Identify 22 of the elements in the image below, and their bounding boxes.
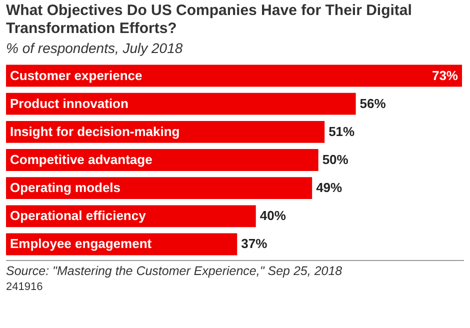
bar (6, 92, 356, 115)
chart-title: What Objectives Do US Companies Have for Their Digital Transformation Efforts? (6, 2, 413, 38)
data-label: 40% (260, 208, 286, 224)
y-tick-label: Insight for decision-making (10, 124, 180, 139)
text: 241916 (6, 281, 44, 293)
data-label: 37% (241, 236, 268, 252)
data-label: 51% (328, 124, 356, 139)
chart-subtitle: % of respondents, July 2018 (6, 40, 184, 56)
data-label: 49% (316, 180, 343, 196)
data-label: 56% (360, 96, 386, 111)
y-tick-label: Product innovation (10, 96, 128, 111)
data-label: 50% (322, 152, 349, 167)
source-note: Source: "Mastering the Customer Experience," Sep 25, 2018 (6, 260, 464, 278)
y-tick-label: Customer experience (10, 68, 142, 83)
data-label: 73% (432, 68, 458, 83)
y-tick-label: Operating models (10, 180, 121, 196)
y-tick-label: Operational efficiency (10, 208, 147, 224)
bar (6, 64, 462, 87)
y-tick-label: Competitive advantage (10, 152, 152, 167)
bar (6, 149, 318, 171)
y-tick-label: Employee engagement (10, 236, 152, 252)
bar (6, 177, 312, 200)
